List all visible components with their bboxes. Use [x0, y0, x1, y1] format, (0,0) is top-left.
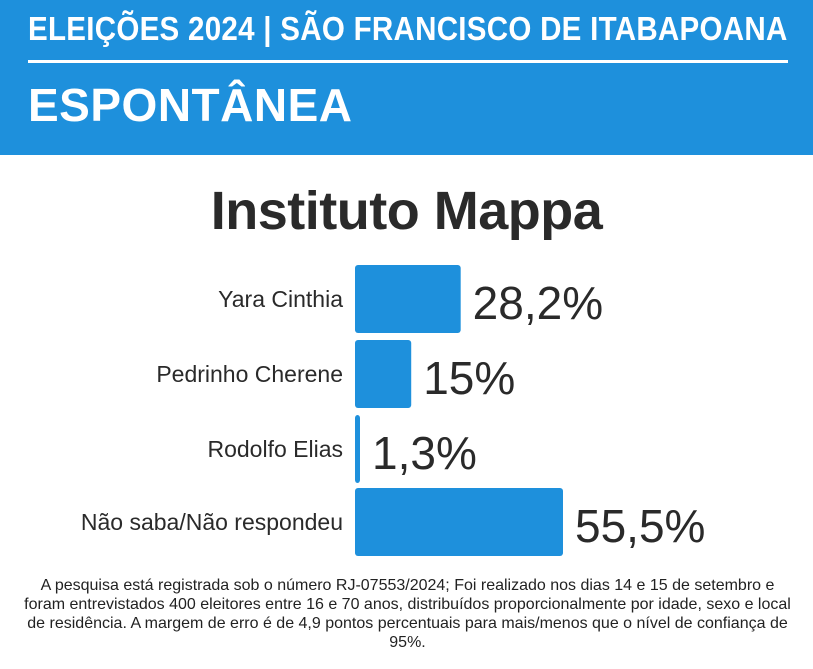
category-label: Pedrinho Cherene	[156, 361, 343, 387]
category-label: Rodolfo Elias	[207, 436, 343, 462]
value-label: 55,5%	[575, 500, 705, 552]
header-title: ELEIÇÕES 2024 | SÃO FRANCISCO DE ITABAPO…	[28, 10, 788, 47]
header-banner: ELEIÇÕES 2024 | SÃO FRANCISCO DE ITABAPO…	[0, 0, 813, 155]
chart-title: Instituto Mappa	[210, 181, 603, 241]
value-label: 15%	[423, 352, 515, 404]
value-label: 1,3%	[372, 427, 477, 479]
bar	[355, 415, 360, 483]
category-label: Não saba/Não respondeu	[81, 509, 343, 535]
value-label: 28,2%	[473, 277, 603, 329]
bar	[355, 488, 563, 556]
header-divider	[28, 60, 788, 63]
header-subtitle: ESPONTÂNEA	[28, 79, 353, 131]
footnote: A pesquisa está registrada sob o número …	[24, 577, 791, 651]
category-label: Yara Cinthia	[218, 286, 343, 312]
bar	[355, 340, 412, 408]
bar-chart: Yara Cinthia 28,2% Pedrinho Cherene 15% Rodo…	[81, 265, 705, 556]
bar	[355, 265, 461, 333]
